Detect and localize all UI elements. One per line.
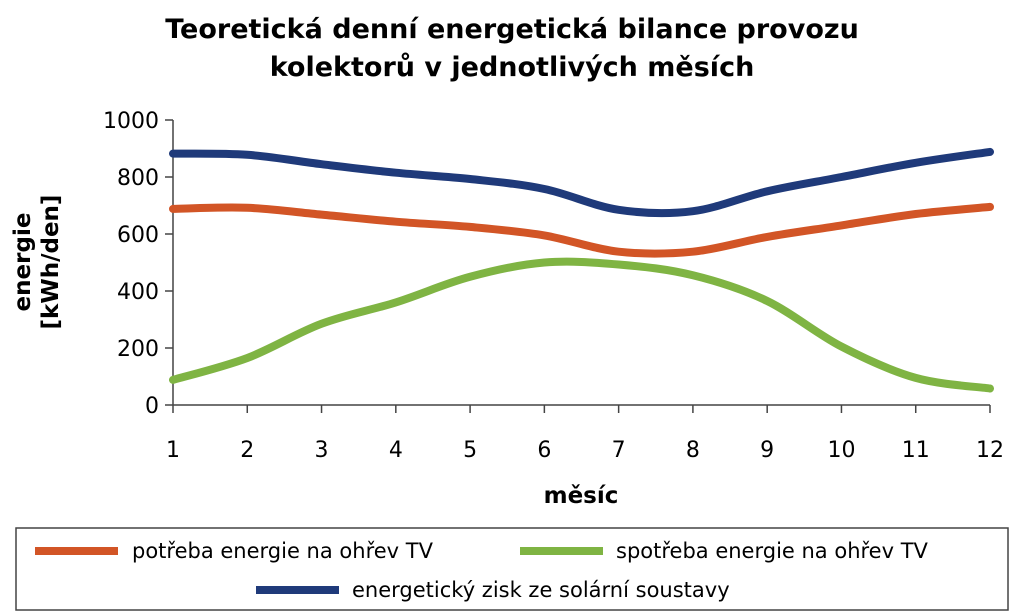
x-tick-label: 3	[315, 438, 329, 463]
x-tick-label: 7	[612, 438, 626, 463]
y-tick-label: 1000	[103, 109, 159, 134]
y-tick-label: 400	[117, 280, 159, 305]
legend-label-zisk: energetický zisk ze solární soustavy	[352, 578, 730, 602]
series-lines	[169, 147, 994, 393]
x-tick-label: 11	[902, 438, 930, 463]
legend-box	[15, 527, 1009, 611]
y-axis-label-line-2: [kWh/den]	[38, 195, 64, 330]
chart-title-line-2: kolektorů v jednotlivých měsích	[270, 52, 755, 83]
x-tick-label: 9	[760, 438, 774, 463]
series-line-zisk	[169, 147, 994, 218]
legend-label-potreba: potřeba energie na ohřev TV	[132, 539, 434, 563]
y-axis-label-line-1: energie	[10, 213, 36, 312]
legend: potřeba energie na ohřev TV spotřeba ene…	[15, 527, 1009, 611]
y-tick-label: 200	[117, 337, 159, 362]
y-tick-label: 800	[117, 166, 159, 191]
chart-title-line-1: Teoretická denní energetická bilance pro…	[165, 14, 859, 45]
y-tick-label: 0	[145, 394, 159, 419]
x-tick-label: 2	[240, 438, 254, 463]
series-line-potreba	[169, 202, 994, 258]
x-axis-label: měsíc	[544, 483, 619, 509]
series-line-spotreba	[169, 257, 994, 393]
x-tick-label: 8	[686, 438, 700, 463]
x-tick-label: 4	[389, 438, 403, 463]
x-tick-label: 1	[166, 438, 180, 463]
x-tick-label: 10	[827, 438, 855, 463]
y-tick-label: 600	[117, 223, 159, 248]
legend-label-spotreba: spotřeba energie na ohřev TV	[616, 539, 929, 563]
x-tick-label: 6	[537, 438, 551, 463]
x-tick-label: 5	[463, 438, 477, 463]
x-tick-label: 12	[976, 438, 1004, 463]
